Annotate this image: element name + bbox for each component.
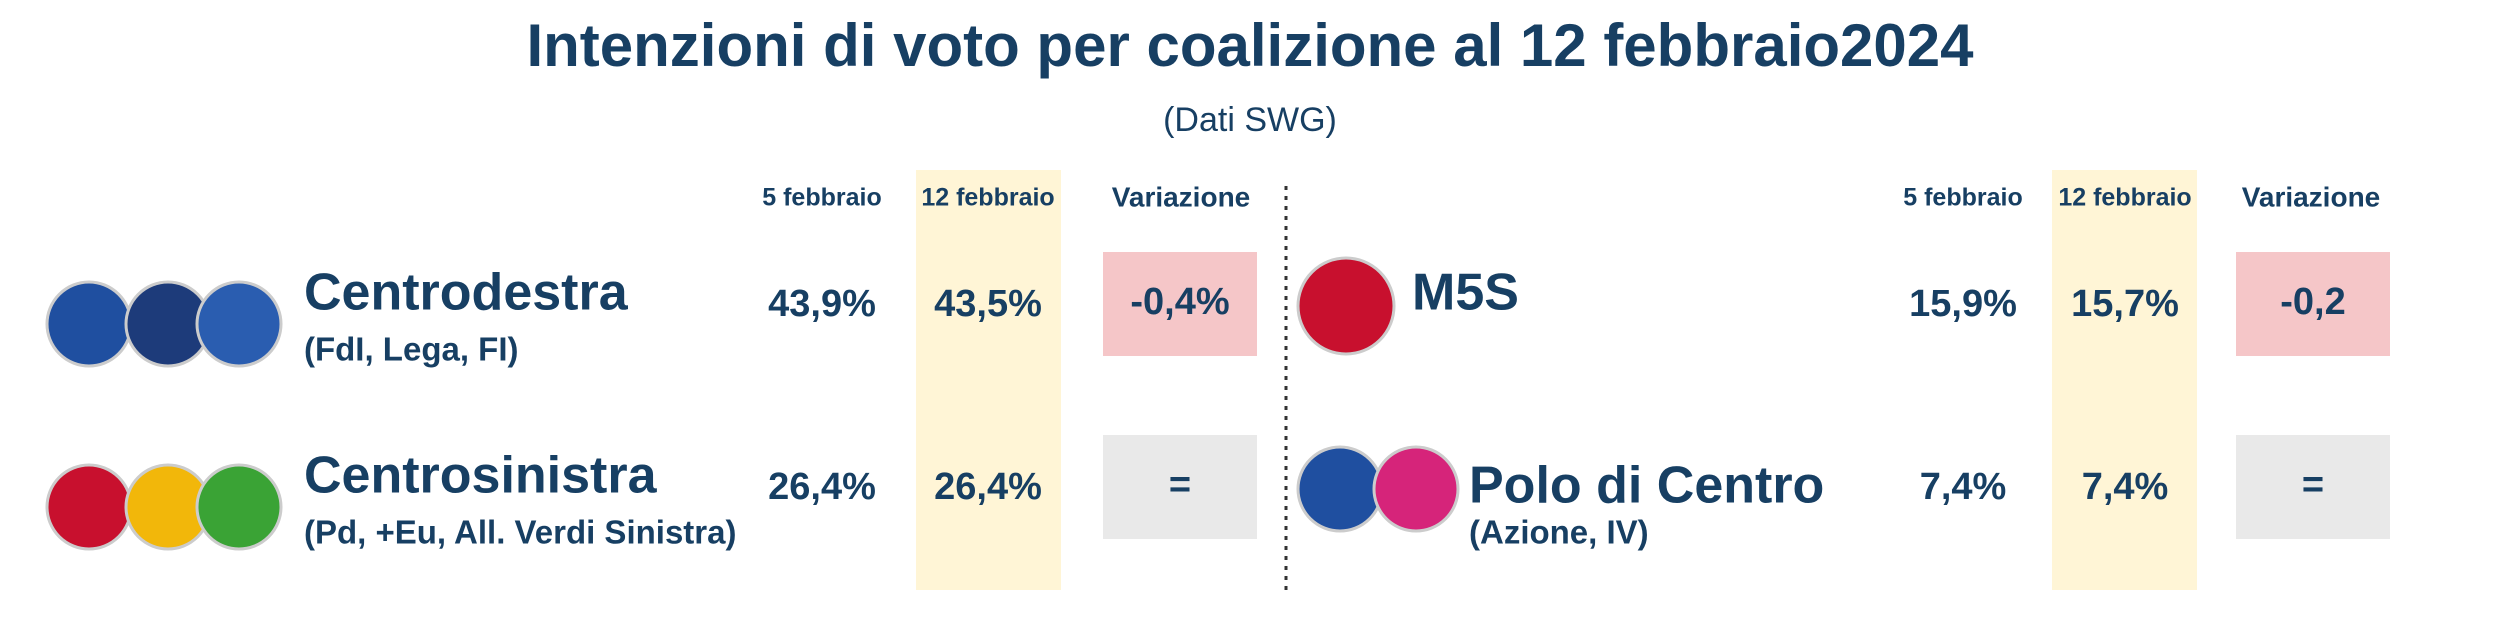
change-value: =: [1169, 464, 1191, 506]
column-header: 5 febbraio: [1903, 184, 2022, 212]
column-header: 12 febbraio: [921, 184, 1054, 212]
column-header: Variazione: [1112, 181, 1251, 212]
value-5-feb: 43,9%: [768, 283, 876, 325]
party-logo: [195, 463, 283, 551]
party-logo: [195, 280, 283, 368]
coalition-detail: (Pd, +Eu, All. Verdi Sinistra): [304, 514, 736, 551]
value-5-feb: 7,4%: [1920, 466, 2007, 508]
change-box: [1103, 435, 1257, 539]
change-box: [1103, 252, 1257, 356]
subtitle: (Dati SWG): [1163, 101, 1337, 139]
party-logo: [45, 280, 133, 368]
party-logo: [45, 463, 133, 551]
party-logo: [1296, 445, 1384, 533]
column-header: 12 febbraio: [2058, 184, 2191, 212]
title: Intenzioni di voto per coalizione al 12 …: [526, 12, 1974, 79]
coalition-detail: (Azione, IV): [1469, 514, 1649, 551]
party-logo: [1372, 445, 1460, 533]
value-12-feb: 26,4%: [934, 466, 1042, 508]
highlight-column: [2052, 170, 2197, 590]
change-value: -0,4%: [1130, 281, 1229, 323]
value-5-feb: 26,4%: [768, 466, 876, 508]
change-box: [2236, 252, 2390, 356]
coalition-name: Polo di Centro: [1469, 457, 1824, 515]
value-5-feb: 15,9%: [1909, 283, 2017, 325]
value-12-feb: 15,7%: [2071, 283, 2179, 325]
change-box: [2236, 435, 2390, 539]
column-header: 5 febbraio: [762, 184, 881, 212]
column-header: Variazione: [2242, 181, 2381, 212]
coalition-name: Centrodestra: [304, 264, 629, 322]
party-logo: [1296, 256, 1396, 356]
change-value: =: [2302, 464, 2324, 506]
highlight-column: [916, 170, 1061, 590]
value-12-feb: 7,4%: [2082, 466, 2169, 508]
coalition-detail: (FdI, Lega, FI): [304, 331, 518, 368]
coalition-name: Centrosinistra: [304, 447, 658, 505]
change-value: -0,2: [2280, 281, 2345, 323]
coalition-name: M5S: [1412, 264, 1519, 322]
value-12-feb: 43,5%: [934, 283, 1042, 325]
